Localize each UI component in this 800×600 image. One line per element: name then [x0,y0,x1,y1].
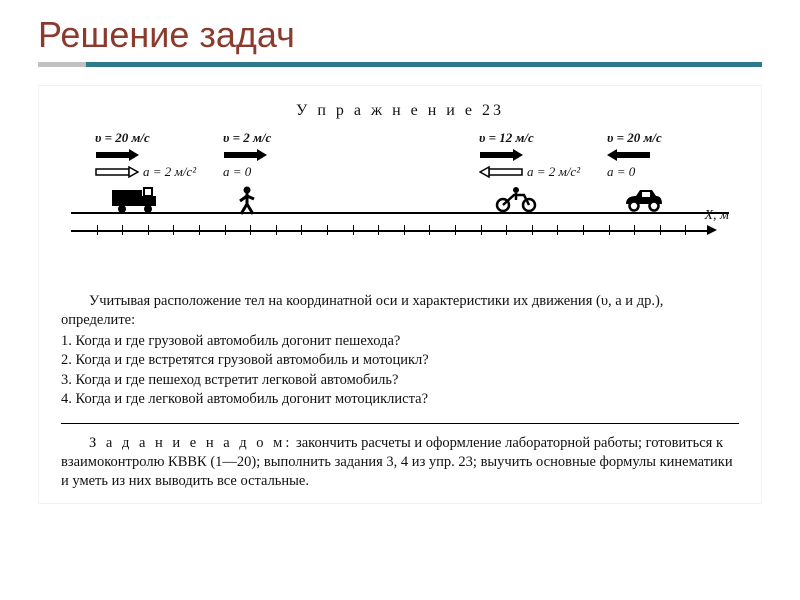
axis-tick [97,225,98,235]
acceleration-label: a = 2 м/с² [143,164,196,180]
exercise-panel: У п р а ж н е н и е 23 X, м υ = 20 м/с a … [38,85,762,504]
page-title: Решение задач [0,0,800,62]
axis-tick [481,225,482,235]
axis-tick [353,225,354,235]
velocity-arrow-icon [95,149,139,161]
axis-unit-label: X, м [705,208,730,224]
velocity-arrow-icon [479,149,523,161]
exercise-label: У п р а ж н е н и е 23 [61,102,739,120]
axis-tick [455,225,456,235]
velocity-row: υ = 2 м/с [223,130,333,146]
axis-tick [609,225,610,235]
axis-tick [557,225,558,235]
object-truck: υ = 20 м/с a = 2 м/с² [95,130,205,180]
motion-diagram: X, м υ = 20 м/с a = 2 м/с² υ = 2 м/с a = 0… [71,130,729,280]
acceleration-arrow-icon [479,166,523,178]
velocity-label: υ = 20 м/с [607,130,662,146]
axis-tick [148,225,149,235]
question-item: 1. Когда и где грузовой автомобиль догон… [61,332,739,351]
axis-tick [327,225,328,235]
divider [61,423,739,424]
axis-tick [301,225,302,235]
axis-tick [173,225,174,235]
acceleration-label: a = 2 м/с² [527,164,580,180]
question-item: 4. Когда и где легковой автомобиль догон… [61,390,739,409]
object-car: υ = 20 м/с a = 0 [607,130,717,180]
acceleration-label: a = 0 [223,164,251,180]
velocity-row: υ = 12 м/с [479,130,589,146]
homework-lead: З а д а н и е н а д о м: [89,435,292,451]
acceleration-row: a = 0 [223,164,333,180]
velocity-label: υ = 20 м/с [95,130,150,146]
object-motorcycle: υ = 12 м/с a = 2 м/с² [479,130,589,180]
axis-tick [506,225,507,235]
acceleration-row: a = 0 [607,164,717,180]
axis-tick [685,225,686,235]
axis-tick [250,225,251,235]
title-rule [38,62,762,67]
car-icon-slot [622,186,666,212]
pedestrian-icon-slot [238,186,256,216]
acceleration-row: a = 2 м/с² [95,164,205,180]
axis-tick [225,225,226,235]
velocity-arrow-icon [223,149,267,161]
truck-icon-slot [110,186,164,214]
velocity-row: υ = 20 м/с [607,130,717,146]
axis-tick [122,225,123,235]
question-list: 1. Когда и где грузовой автомобиль догон… [61,332,739,409]
velocity-arrow-icon [607,149,651,161]
axis-tick [660,225,661,235]
intro-text: Учитывая расположение тел на координатно… [61,292,739,330]
question-item: 3. Когда и где пешеход встретит легковой… [61,371,739,390]
axis-tick [532,225,533,235]
axis-tick [276,225,277,235]
acceleration-row: a = 2 м/с² [479,164,589,180]
car-icon [622,186,666,212]
axis-tick [634,225,635,235]
velocity-row: υ = 20 м/с [95,130,205,146]
truck-icon [110,186,164,214]
velocity-label: υ = 12 м/с [479,130,534,146]
acceleration-label: a = 0 [607,164,635,180]
object-pedestrian: υ = 2 м/с a = 0 [223,130,333,180]
axis-tick [583,225,584,235]
acceleration-arrow-icon [95,166,139,178]
axis-tick [429,225,430,235]
pedestrian-icon [238,186,256,216]
question-item: 2. Когда и где встретятся грузовой автом… [61,351,739,370]
axis-tick [199,225,200,235]
road-line [71,212,729,214]
motorcycle-icon [494,186,538,212]
homework: З а д а н и е н а д о м: закончить расче… [61,434,739,491]
axis-tick [378,225,379,235]
velocity-label: υ = 2 м/с [223,130,271,146]
axis-tick [404,225,405,235]
motorcycle-icon-slot [494,186,538,212]
